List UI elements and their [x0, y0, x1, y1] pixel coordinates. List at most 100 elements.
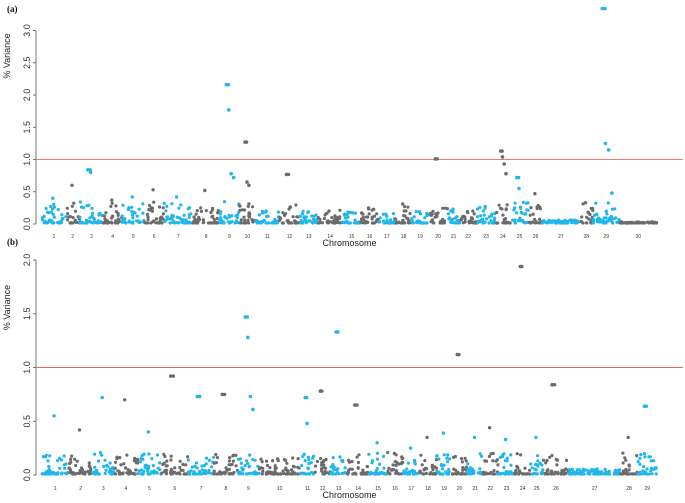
data-point	[212, 217, 216, 221]
data-point	[215, 456, 220, 460]
data-point	[243, 464, 247, 468]
data-point	[581, 221, 585, 225]
data-point	[375, 451, 380, 455]
data-point	[238, 204, 242, 208]
data-point	[79, 205, 83, 209]
data-point	[613, 472, 617, 476]
data-point	[66, 218, 70, 222]
data-point-max	[198, 394, 202, 399]
data-point	[275, 472, 280, 476]
data-point	[366, 220, 370, 224]
data-point	[261, 469, 265, 473]
data-point-max	[275, 457, 280, 461]
data-point	[187, 472, 191, 476]
data-point	[102, 214, 106, 218]
data-point	[543, 472, 547, 476]
data-point	[375, 457, 379, 461]
data-point	[367, 212, 371, 216]
data-point	[48, 454, 52, 458]
data-point	[338, 208, 342, 212]
chromosome-label: 21	[473, 486, 479, 492]
chromosome-6-points	[160, 374, 190, 476]
data-point	[649, 469, 653, 473]
data-point	[285, 461, 289, 465]
data-point	[332, 465, 336, 469]
data-point	[146, 221, 150, 225]
data-point	[239, 461, 243, 465]
data-point	[374, 469, 378, 473]
data-point	[146, 215, 150, 219]
data-point-max	[384, 212, 388, 216]
data-point	[329, 465, 333, 469]
chromosome-label: 5	[148, 486, 151, 492]
data-point	[301, 471, 305, 475]
data-point	[125, 453, 129, 457]
chromosome-label: 28	[626, 486, 632, 492]
data-point	[391, 463, 395, 467]
data-point	[496, 463, 500, 467]
chromosome-label: 14	[327, 234, 333, 240]
data-point	[320, 469, 324, 473]
chromosome-30-points	[618, 220, 659, 225]
data-point-max	[425, 435, 429, 440]
chromosome-9-points	[236, 315, 261, 476]
peak-point	[169, 374, 173, 378]
data-point	[413, 462, 417, 466]
chromosome-label: 21	[451, 234, 457, 240]
data-point	[299, 221, 303, 225]
data-point	[366, 215, 370, 219]
chromosome-25-points	[510, 175, 531, 225]
data-point	[67, 466, 71, 470]
data-point	[400, 455, 404, 459]
data-point	[213, 472, 217, 476]
data-point	[281, 221, 285, 225]
data-point	[412, 472, 416, 476]
chromosome-label: 18	[425, 486, 431, 492]
data-point	[97, 221, 101, 225]
data-point	[296, 465, 300, 469]
data-point	[520, 218, 525, 222]
data-point	[137, 220, 141, 225]
data-point	[288, 472, 292, 476]
data-point	[491, 472, 495, 476]
data-point	[357, 453, 361, 457]
data-point	[371, 471, 375, 475]
chromosome-27-points	[540, 218, 581, 225]
data-point	[523, 466, 527, 470]
chromosome-label: 25	[517, 234, 523, 240]
data-point	[59, 220, 63, 225]
data-point	[165, 459, 169, 463]
data-point	[169, 454, 173, 458]
data-point	[407, 219, 411, 223]
data-point	[247, 202, 251, 206]
data-point	[258, 466, 262, 470]
data-point	[536, 459, 540, 463]
chromosome-8-points	[191, 188, 220, 225]
data-point	[567, 468, 571, 472]
y-axis-title: % Variance	[2, 33, 12, 78]
data-point	[428, 211, 433, 215]
data-point	[585, 215, 589, 219]
data-point	[303, 218, 307, 222]
data-point	[306, 467, 310, 471]
data-point	[100, 453, 104, 457]
data-point	[541, 458, 546, 462]
data-point	[97, 472, 101, 476]
data-point	[243, 218, 247, 222]
data-point	[467, 221, 471, 225]
data-point-max	[583, 201, 588, 205]
peak-point	[88, 170, 93, 175]
data-point	[251, 205, 255, 209]
data-point	[411, 220, 415, 224]
data-point	[276, 210, 281, 214]
data-point	[52, 202, 56, 206]
data-point	[375, 212, 379, 216]
data-point	[336, 218, 340, 222]
data-point	[177, 206, 181, 210]
data-point	[312, 217, 316, 222]
data-point	[438, 220, 442, 224]
data-point	[71, 216, 75, 220]
data-point	[331, 472, 335, 476]
data-point	[63, 466, 67, 470]
peak-point	[245, 180, 249, 184]
